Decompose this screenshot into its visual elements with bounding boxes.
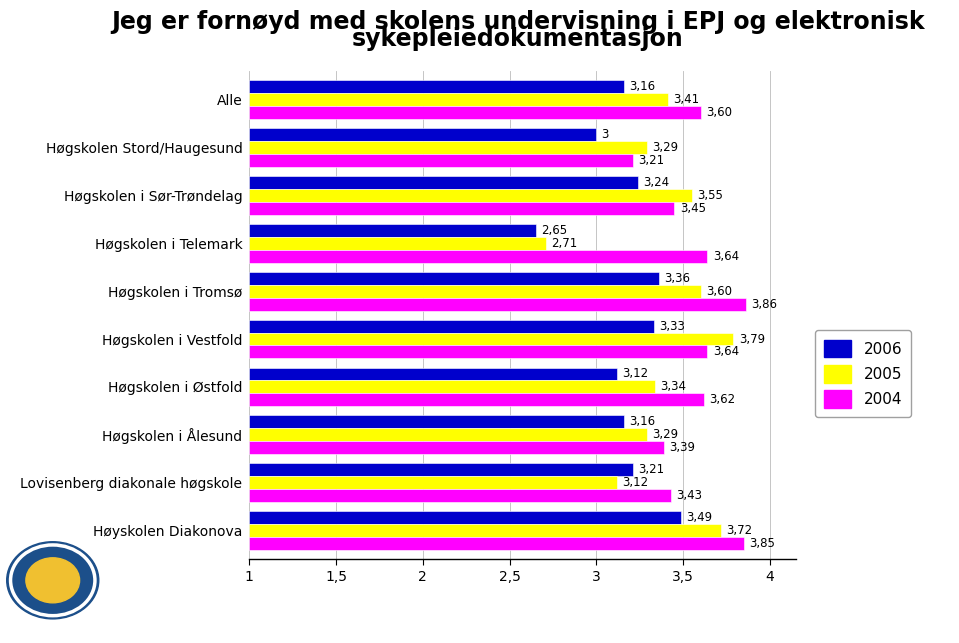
Text: 3,60: 3,60: [706, 106, 732, 119]
Bar: [249, 224, 536, 237]
Bar: [249, 537, 744, 550]
Text: Jeg er fornøyd med skolens undervisning i EPJ og elektronisk: Jeg er fornøyd med skolens undervisning …: [111, 10, 924, 33]
Bar: [249, 345, 708, 358]
Bar: [249, 332, 734, 345]
Bar: [249, 298, 746, 311]
Bar: [249, 272, 659, 285]
Text: 3,36: 3,36: [664, 272, 690, 285]
Bar: [249, 176, 638, 189]
Text: NORSK SYKEPLEIERFORBUND: NORSK SYKEPLEIERFORBUND: [149, 615, 344, 628]
Text: 3,55: 3,55: [697, 189, 723, 202]
Text: 2,71: 2,71: [551, 237, 577, 249]
Bar: [249, 202, 674, 215]
Bar: [249, 249, 708, 262]
Text: 3,29: 3,29: [652, 141, 678, 154]
Text: 3,85: 3,85: [749, 537, 775, 550]
Text: 3: 3: [601, 128, 609, 141]
Text: 3,21: 3,21: [638, 154, 665, 167]
Bar: [249, 441, 664, 454]
Bar: [249, 394, 704, 406]
Bar: [249, 154, 633, 167]
Text: 3,64: 3,64: [713, 345, 738, 358]
Text: 3,45: 3,45: [680, 202, 706, 215]
Bar: [249, 128, 596, 141]
Text: 3,16: 3,16: [629, 415, 656, 428]
Text: 3,64: 3,64: [713, 249, 738, 262]
Text: 3,29: 3,29: [652, 428, 678, 441]
Bar: [249, 80, 624, 93]
Bar: [249, 524, 721, 537]
Bar: [249, 285, 700, 298]
Bar: [249, 93, 667, 106]
Bar: [249, 415, 624, 428]
Text: sykepleiedokumentasjon: sykepleiedokumentasjon: [352, 27, 684, 51]
Circle shape: [7, 541, 99, 619]
Legend: 2006, 2005, 2004: 2006, 2005, 2004: [814, 331, 911, 417]
Bar: [249, 368, 618, 381]
Text: 2,65: 2,65: [541, 224, 567, 237]
Text: 3,33: 3,33: [659, 320, 685, 332]
Text: 3,60: 3,60: [706, 285, 732, 298]
Text: 3,21: 3,21: [638, 464, 665, 476]
Bar: [249, 189, 691, 202]
Circle shape: [26, 557, 80, 603]
Bar: [249, 106, 700, 119]
Text: 3,39: 3,39: [669, 441, 695, 455]
Text: 3,62: 3,62: [710, 394, 736, 406]
Text: 3,41: 3,41: [673, 93, 699, 106]
Bar: [249, 489, 671, 502]
Bar: [249, 320, 654, 332]
Bar: [249, 141, 646, 154]
Text: 3,79: 3,79: [738, 332, 765, 345]
Text: 3,12: 3,12: [622, 368, 648, 381]
Text: 3,72: 3,72: [727, 524, 753, 537]
Text: 3,86: 3,86: [751, 298, 777, 311]
Text: 3,49: 3,49: [687, 511, 713, 524]
Text: 3,43: 3,43: [676, 489, 702, 502]
Text: 3,16: 3,16: [629, 80, 656, 93]
Text: 3,34: 3,34: [661, 381, 687, 394]
Bar: [249, 511, 682, 524]
Text: 3,12: 3,12: [622, 476, 648, 489]
Bar: [249, 237, 546, 249]
Text: 3,24: 3,24: [643, 176, 669, 189]
Bar: [249, 476, 618, 489]
Bar: [249, 381, 655, 394]
Bar: [249, 428, 646, 441]
Bar: [249, 464, 633, 476]
